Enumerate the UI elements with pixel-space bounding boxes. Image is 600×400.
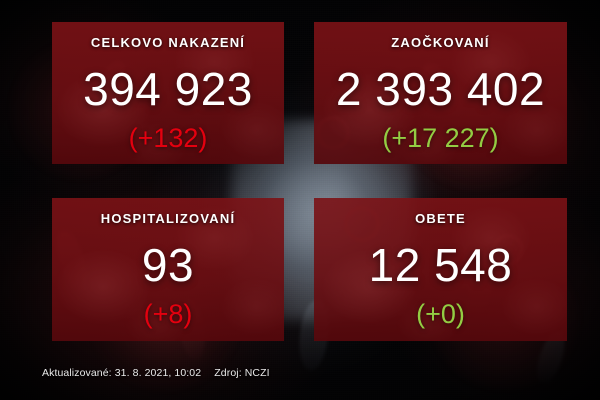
footer-source-label: Zdroj:	[214, 367, 242, 379]
stat-card-vaccinated: ZAOČKOVANÍ 2 393 402 (+17 227)	[314, 22, 567, 164]
stat-label-vaccinated: ZAOČKOVANÍ	[391, 35, 490, 50]
footer-updated-label: Aktualizované:	[42, 367, 112, 379]
stat-card-total-infected: CELKOVO NAKAZENÍ 394 923 (+132)	[52, 22, 284, 164]
stat-delta-deaths: (+0)	[416, 299, 465, 329]
stat-value-hospitalized: 93	[141, 239, 195, 291]
stat-value-vaccinated: 2 393 402	[335, 63, 546, 115]
stat-delta-total-infected: (+132)	[128, 123, 208, 153]
stat-label-deaths: OBETE	[415, 211, 466, 226]
stat-label-hospitalized: HOSPITALIZOVANÍ	[100, 211, 236, 226]
footer-source-value: NCZI	[244, 367, 270, 379]
stat-value-total-infected: 394 923	[83, 63, 253, 115]
stat-delta-vaccinated: (+17 227)	[382, 123, 499, 153]
stat-card-hospitalized: HOSPITALIZOVANÍ 93 (+8)	[52, 198, 284, 341]
stat-value-deaths: 12 548	[368, 239, 513, 291]
stat-label-total-infected: CELKOVO NAKAZENÍ	[90, 35, 246, 50]
footer-updated-value: 31. 8. 2021, 10:02	[114, 367, 202, 379]
footer-attribution: Aktualizované: 31. 8. 2021, 10:02 Zdroj:…	[42, 367, 270, 379]
stat-delta-hospitalized: (+8)	[143, 299, 193, 329]
stat-card-deaths: OBETE 12 548 (+0)	[314, 198, 567, 341]
